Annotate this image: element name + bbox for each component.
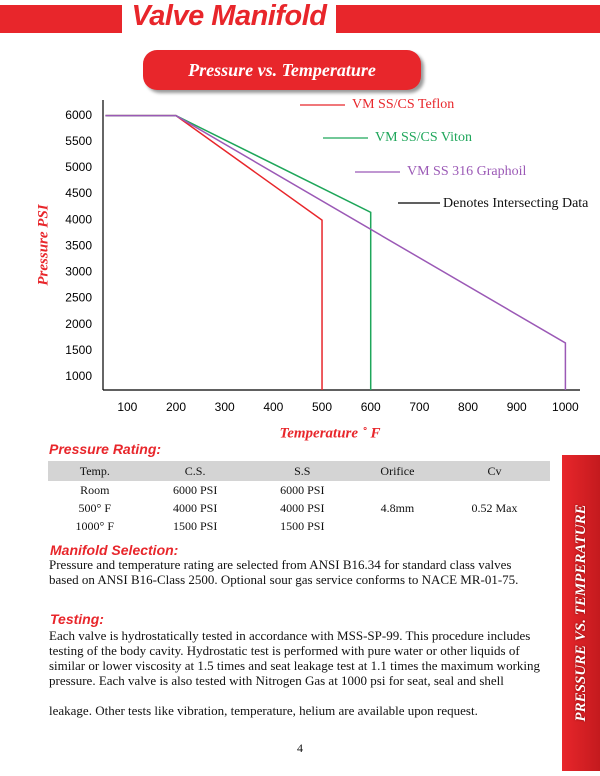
table-cell: 4000 PSI [280, 500, 325, 515]
table-row: 500° F 4000 PSI 4000 PSI [48, 499, 550, 517]
table-cell: 4000 PSI [172, 500, 218, 515]
y-tick-label: 3500 [65, 238, 92, 252]
header-bar [336, 5, 600, 33]
series-line [105, 114, 372, 390]
section-banner: Pressure vs. Temperature [143, 50, 421, 90]
chart: Pressure PSI Temperature ˚ F 1000 1500 200… [35, 97, 580, 441]
y-tick-label: 1500 [65, 343, 92, 357]
side-tab-label: PRESSURE VS. TEMPERATURE [573, 504, 589, 722]
y-tick-label: 2500 [65, 291, 92, 305]
paragraph: Each valve is hydrostatically tested in … [49, 628, 541, 688]
legend-label: VM SS/CS Viton [375, 130, 472, 145]
x-axis-label: Temperature ˚ F [279, 425, 380, 441]
page-number: 4 [297, 741, 303, 755]
table-cell: 500° F [78, 500, 112, 515]
table-cell: 4.8mm [380, 500, 415, 515]
table-cell: 0.52 Max [471, 500, 518, 515]
y-tick-label: 4500 [65, 186, 92, 200]
table-cell: 6000 PSI [172, 482, 218, 497]
rating-table: Temp. C.S. S.S Orifice Cv Room 6000 PSI 6000 P… [48, 461, 550, 535]
table-header-cell: S.S [248, 461, 356, 481]
x-tick-label: 500 [312, 400, 332, 414]
y-tick-label: 5500 [65, 134, 92, 148]
table-row: Room 6000 PSI 6000 PSI 4.8mm 0.52 Max [48, 481, 550, 515]
side-tab [562, 455, 600, 771]
section-heading: Manifold Selection: [50, 542, 179, 558]
table-row: 1000° F 1500 PSI 1500 PSI [48, 517, 550, 535]
table-header-cell: Temp. [48, 461, 142, 481]
x-tick-label: 600 [361, 400, 381, 414]
table-cell: 6000 PSI [280, 482, 325, 497]
legend-label: VM SS 316 Graphoil [407, 164, 527, 179]
paragraph: Pressure and temperature rating are sele… [49, 557, 519, 587]
y-tick-label: 3000 [65, 265, 92, 279]
section-heading: Testing: [50, 611, 104, 627]
x-tick-label: 800 [458, 400, 478, 414]
page-title: Valve Manifold [131, 0, 327, 32]
table-header-cell: Cv [439, 461, 550, 481]
x-tick-label: 1000 [552, 400, 579, 414]
table-cell: 1500 PSI [280, 518, 325, 533]
x-tick-label: 100 [117, 400, 137, 414]
section-heading: Pressure Rating: [49, 441, 162, 457]
y-axis-label: Pressure PSI [35, 203, 51, 285]
x-tick-label: 700 [409, 400, 429, 414]
x-tick-label: 200 [166, 400, 186, 414]
x-tick-label: 900 [507, 400, 527, 414]
table-cell: 1000° F [75, 518, 115, 533]
y-tick-label: 2000 [65, 317, 92, 331]
y-tick-label: 1000 [65, 369, 92, 383]
note-label: Denotes Intersecting Data [443, 196, 589, 211]
x-tick-label: 400 [263, 400, 283, 414]
table-header-cell: C.S. [141, 461, 249, 481]
table-header: Temp. C.S. S.S Orifice Cv [48, 461, 550, 481]
x-tick-label: 300 [215, 400, 235, 414]
table-cell: Room [80, 482, 110, 497]
legend-label: VM SS/CS Teflon [352, 97, 454, 112]
table-cell: 1500 PSI [172, 518, 218, 533]
y-tick-label: 6000 [65, 108, 92, 122]
table-header-cell: Orifice [355, 461, 439, 481]
series-line [105, 114, 567, 390]
paragraph: leakage. Other tests like vibration, tem… [49, 703, 478, 718]
y-tick-label: 4000 [65, 212, 92, 226]
series-line [105, 114, 323, 390]
y-tick-label: 5000 [65, 160, 92, 174]
header-bar [0, 5, 122, 33]
